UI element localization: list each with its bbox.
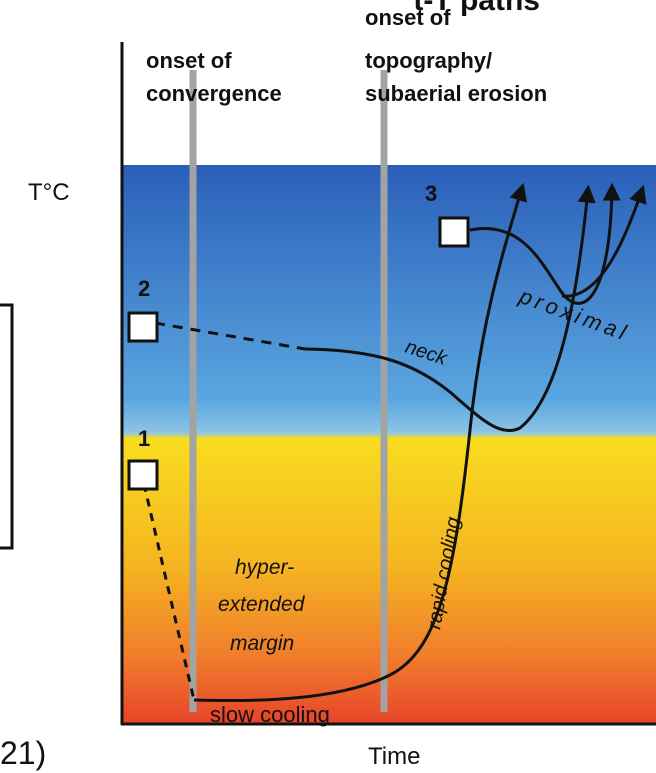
convergence-label: onset of convergence (146, 48, 282, 106)
path-3-curve-b (561, 184, 647, 298)
x-axis-label: Time (368, 743, 420, 770)
start-marker-3 (438, 216, 470, 248)
path-2-dashed-segment (154, 321, 306, 351)
marker-3-number: 3 (425, 181, 437, 206)
path-3-curve-a (469, 182, 621, 305)
path-1-curve (193, 182, 527, 703)
left-partial-box (0, 303, 14, 550)
title-fragment: t-T paths (413, 0, 540, 17)
left-edge-text: 21) (0, 735, 46, 771)
path-1-dashed-segment (142, 483, 196, 701)
topography-label: onset of topography/ subaerial erosion (365, 5, 547, 106)
marker-1-number: 1 (138, 426, 150, 451)
temperature-gradient-background (122, 165, 656, 723)
slow-cooling-label: slow cooling (210, 702, 330, 727)
start-marker-1 (127, 459, 159, 491)
marker-2-number: 2 (138, 276, 150, 301)
start-marker-2 (127, 311, 159, 343)
hyper-extended-margin-label: hyper- extended margin (218, 556, 310, 655)
path-2-curve (304, 184, 596, 433)
y-axis-label: T°C (28, 179, 70, 206)
